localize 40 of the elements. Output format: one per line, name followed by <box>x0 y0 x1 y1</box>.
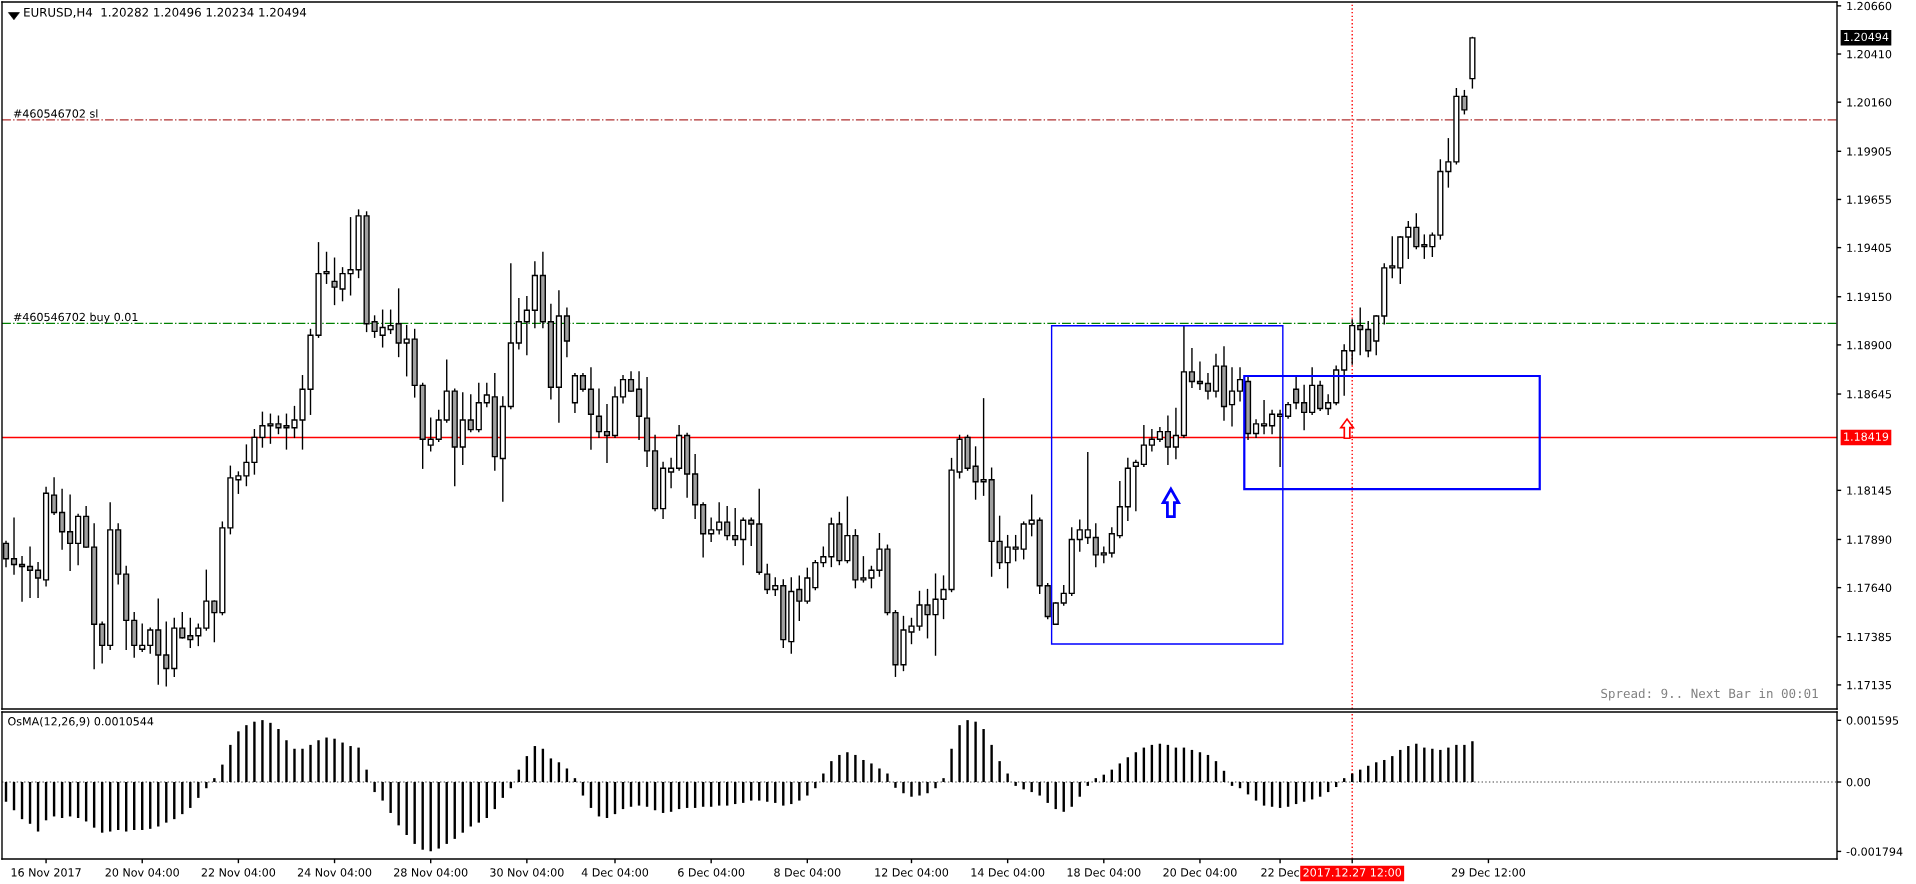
y-tick-label: 1.17890 <box>1847 535 1892 544</box>
annotation: Spread: 9.. Next Bar in 00:01 <box>1601 688 1818 701</box>
y-tick-label: 1.19655 <box>1847 195 1891 204</box>
x-tick-label: 16 Nov 2017 <box>11 868 81 877</box>
y-tick-label: 1.18645 <box>1847 390 1891 399</box>
y-tick-label: 1.20410 <box>1847 49 1892 59</box>
y-tick-label: 1.17385 <box>1847 632 1891 642</box>
text: 1.20494 <box>1844 32 1889 42</box>
chart-title: EURUSD,H4 1.20282 1.20496 1.20234 1.20494 <box>24 7 307 18</box>
x-tick-label: 8 Dec 04:00 <box>774 868 841 877</box>
x-tick-label: 30 Nov 04:00 <box>490 868 564 877</box>
y-tick-label: 1.18900 <box>1847 340 1892 350</box>
y-tick-label: 0.001595 <box>1846 716 1899 725</box>
y-tick-label: 1.18145 <box>1847 486 1891 495</box>
x-tick-label: 14 Dec 04:00 <box>971 868 1045 877</box>
y-tick-label: 1.17640 <box>1847 583 1892 593</box>
ref-line-label: 1.18419 <box>1844 432 1889 441</box>
x-tick-label: 20 Dec 04:00 <box>1163 868 1237 877</box>
x-tick-label: 22 Dec <box>1261 868 1299 877</box>
y-tick-label: 0.00 <box>1846 777 1871 787</box>
y-tick-label: 1.19150 <box>1847 292 1892 302</box>
chart-title: OsMA(12,26,9) 0.0010544 <box>8 716 154 727</box>
x-tick-label: 20 Nov 04:00 <box>105 868 179 877</box>
x-tick-label: 18 Dec 04:00 <box>1067 868 1141 877</box>
y-tick-label: 1.20160 <box>1847 98 1892 107</box>
x-tick-label: 24 Nov 04:00 <box>297 868 372 877</box>
x-tick-label: 2017.12.27 12:00 <box>1303 868 1402 877</box>
y-tick-label: 1.19405 <box>1847 243 1891 252</box>
ref-line-label: #460546702 buy 0.01 <box>13 312 138 324</box>
ref-line-label: #460546702 sl <box>13 109 98 118</box>
y-tick-label: -0.001794 <box>1846 847 1903 856</box>
y-tick-label: 1.20660 <box>1847 1 1892 11</box>
x-tick-label: 29 Dec 12:00 <box>1451 868 1526 877</box>
x-tick-label: 12 Dec 04:00 <box>875 868 949 877</box>
y-tick-label: 1.19905 <box>1847 147 1891 156</box>
x-tick-label: 6 Dec 04:00 <box>678 868 745 877</box>
y-tick-label: 1.17135 <box>1847 680 1891 690</box>
x-tick-label: 4 Dec 04:00 <box>581 868 649 877</box>
x-tick-label: 28 Nov 04:00 <box>394 868 468 877</box>
x-tick-label: 22 Nov 04:00 <box>201 868 276 877</box>
